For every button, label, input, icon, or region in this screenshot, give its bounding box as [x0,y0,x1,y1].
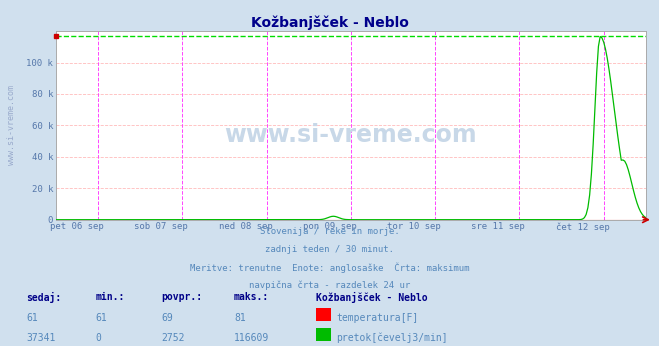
Text: 0: 0 [96,333,101,343]
Text: 116609: 116609 [234,333,269,343]
Text: Kožbanjšček - Neblo: Kožbanjšček - Neblo [250,16,409,30]
Text: Meritve: trenutne  Enote: anglosaške  Črta: maksimum: Meritve: trenutne Enote: anglosaške Črta… [190,263,469,273]
Text: Slovenija / reke in morje.: Slovenija / reke in morje. [260,227,399,236]
Text: 81: 81 [234,313,246,323]
Text: www.si-vreme.com: www.si-vreme.com [225,123,477,147]
Text: povpr.:: povpr.: [161,292,202,302]
Text: min.:: min.: [96,292,125,302]
Text: www.si-vreme.com: www.si-vreme.com [7,85,16,165]
Text: maks.:: maks.: [234,292,269,302]
Text: temperatura[F]: temperatura[F] [336,313,418,323]
Text: 69: 69 [161,313,173,323]
Text: Kožbanjšček - Neblo: Kožbanjšček - Neblo [316,292,428,303]
Text: 61: 61 [26,313,38,323]
Text: navpična črta - razdelek 24 ur: navpična črta - razdelek 24 ur [249,281,410,290]
Text: sedaj:: sedaj: [26,292,61,303]
Text: 2752: 2752 [161,333,185,343]
Text: 61: 61 [96,313,107,323]
Text: 37341: 37341 [26,333,56,343]
Text: zadnji teden / 30 minut.: zadnji teden / 30 minut. [265,245,394,254]
Text: pretok[čevelj3/min]: pretok[čevelj3/min] [336,333,447,343]
